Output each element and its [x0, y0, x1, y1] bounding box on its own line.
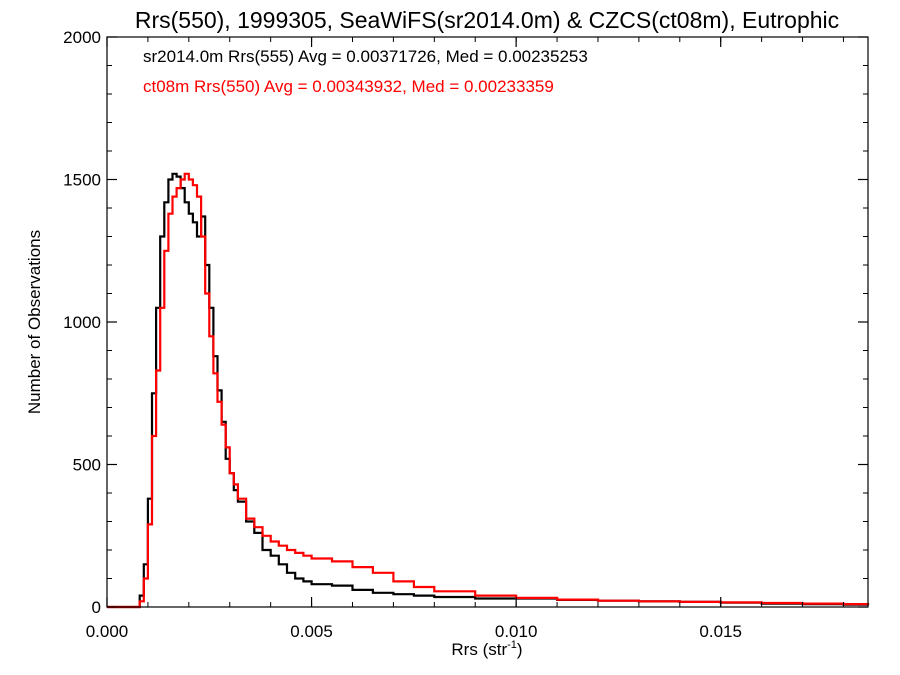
x-tick-label: 0.010: [495, 622, 538, 641]
y-tick-label: 2000: [63, 28, 101, 47]
series-line-1: [107, 172, 870, 609]
x-tick-label: 0.005: [290, 622, 333, 641]
y-tick-label: 1500: [63, 171, 101, 190]
x-tick-label: 0.000: [86, 622, 129, 641]
annotation-black: sr2014.0m Rrs(555) Avg = 0.00371726, Med…: [143, 47, 588, 66]
y-axis: 0 500 1000 1500 2000: [63, 28, 868, 617]
y-tick-label: 1000: [63, 313, 101, 332]
y-tick-label: 0: [92, 598, 101, 617]
plot-frame: [106, 36, 869, 608]
y-axis-label: Number of Observations: [25, 230, 44, 414]
x-axis-label-sup: -1: [507, 639, 517, 651]
series-line-0: [107, 172, 870, 609]
x-tick-label: 0.015: [699, 622, 742, 641]
x-axis-label-main: Rrs (str: [451, 640, 507, 659]
plot-lines: [107, 172, 870, 609]
x-axis: 0.000 0.005 0.010 0.015: [86, 37, 844, 641]
chart-title: Rrs(550), 1999305, SeaWiFS(sr2014.0m) & …: [135, 7, 839, 33]
y-tick-label: 500: [73, 456, 101, 475]
annotation-red: ct08m Rrs(550) Avg = 0.00343932, Med = 0…: [143, 77, 554, 96]
x-axis-label: Rrs (str-1): [451, 639, 522, 659]
x-axis-label-suffix: ): [517, 640, 523, 659]
